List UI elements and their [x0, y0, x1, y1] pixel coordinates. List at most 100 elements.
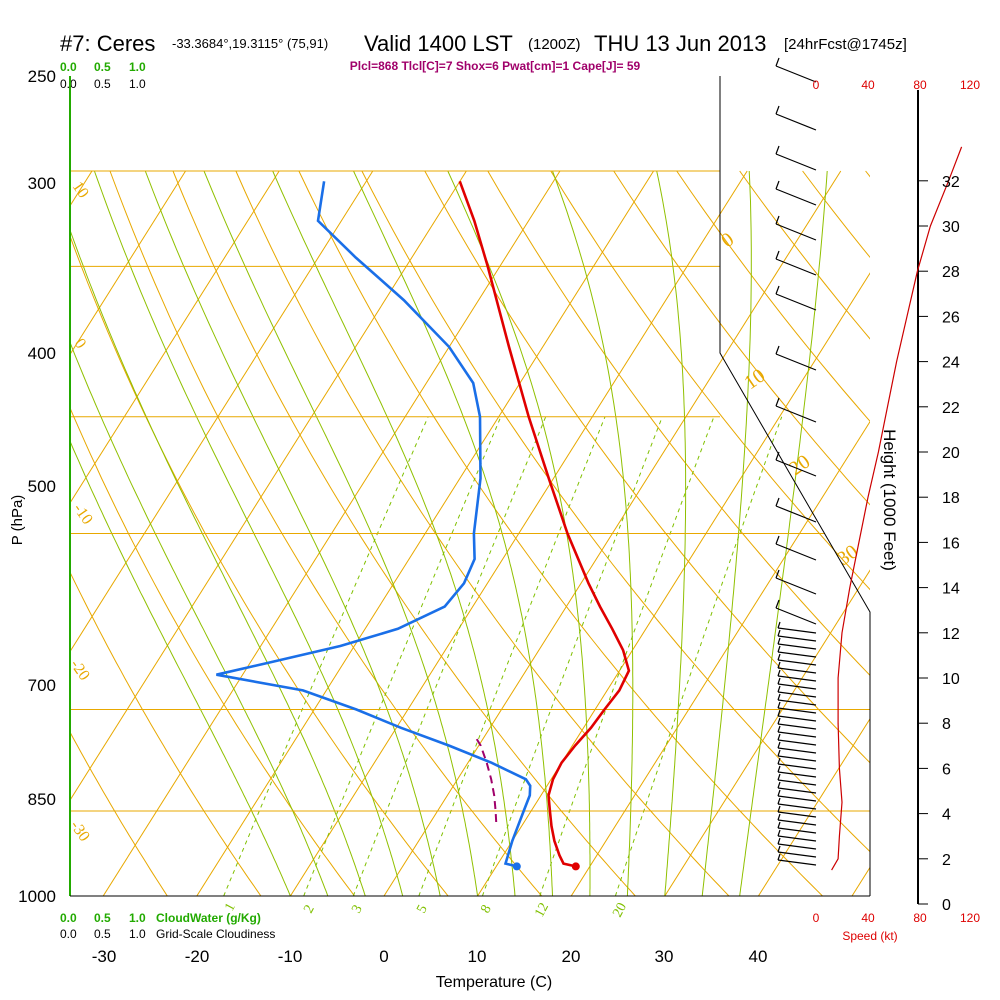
temperature-tick-m10: -10 — [278, 947, 303, 966]
height-tick-label: 26 — [942, 309, 960, 326]
cloudiness-tick-05: 0.5 — [94, 77, 111, 91]
cloudiness-bottom-tick-05: 0.5 — [94, 927, 111, 941]
mixing-ratio-line — [303, 416, 502, 896]
wind-barb-flag — [777, 677, 781, 685]
dry-adiabat-line — [676, 170, 870, 423]
height-tick-label: 6 — [942, 761, 951, 778]
height-tick-label: 24 — [942, 355, 960, 372]
wind-barb-staff — [777, 795, 817, 802]
dry-adiabat-line — [424, 170, 870, 764]
cloudiness-tick-1: 1.0 — [129, 77, 146, 91]
dry-adiabat-line — [70, 406, 355, 896]
wind-barb-flag — [777, 853, 781, 861]
isotherm-label-10: 10 — [69, 179, 92, 202]
moist-adiabat-line — [552, 170, 634, 896]
mixing-ratio-label-20: 20 — [610, 900, 630, 919]
height-tick-label: 10 — [942, 671, 960, 688]
wind-barb-flag — [777, 709, 781, 717]
wind-barb-staff — [777, 811, 817, 818]
wind-barb-flag — [775, 250, 780, 260]
valid-time: Valid 1400 LST — [364, 31, 513, 56]
moist-adiabat-line — [93, 170, 404, 896]
wind-barb-staff — [777, 699, 817, 706]
surface-dewpoint-marker — [512, 862, 521, 871]
dry-adiabat-line — [613, 170, 870, 506]
wind-barb-flag — [775, 180, 780, 190]
dry-adiabat-line — [172, 170, 636, 896]
wind-speed-tick-top-40: 40 — [861, 78, 875, 92]
cloudwater-tick-0: 0.0 — [60, 60, 77, 74]
wind-barb-staff — [777, 707, 817, 714]
wind-barb-staff — [775, 223, 817, 241]
wind-barb-flag — [775, 145, 780, 155]
wind-barb-flag — [777, 733, 781, 741]
dry-adiabat-line — [235, 170, 730, 896]
wind-barb-staff — [777, 819, 817, 826]
height-tick-label: 14 — [942, 581, 960, 598]
wind-barb-flag — [777, 821, 781, 829]
wind-barb-staff — [777, 851, 817, 858]
cloudwater-tick-05: 0.5 — [94, 60, 111, 74]
dry-adiabat-line — [487, 170, 870, 677]
temperature-tick-40: 40 — [749, 947, 768, 966]
wind-barb-staff — [777, 651, 817, 658]
mixing-ratio-label-5: 5 — [414, 903, 431, 916]
wind-barb-flag — [777, 685, 781, 693]
wind-barb-staff — [775, 577, 817, 595]
zulu-time: (1200Z) — [528, 36, 581, 53]
temperature-tick-m20: -20 — [185, 947, 210, 966]
height-axis-label: Height (1000 Feet) — [880, 429, 899, 571]
mixing-ratio-label-2: 2 — [301, 903, 318, 916]
cloudwater-tick-1: 1.0 — [129, 60, 146, 74]
height-tick-label: 22 — [942, 400, 960, 417]
wind-barb-flag — [777, 813, 781, 821]
wind-barb-staff — [775, 258, 817, 276]
moist-adiabat-line — [353, 170, 553, 896]
parcel-path-line — [473, 734, 498, 823]
wind-barb-flag — [775, 57, 780, 67]
wind-barb-staff — [775, 543, 817, 561]
wind-barb-flag — [775, 285, 780, 295]
pressure-tick-labels: 250 300 400 500 700 850 1000 — [18, 67, 56, 906]
wind-barb-flag — [777, 629, 781, 637]
height-tick-label: 8 — [942, 716, 951, 733]
wind-barb-flag — [777, 773, 781, 781]
wind-barb-flag — [777, 837, 781, 845]
wind-barb-flag — [777, 797, 781, 805]
wind-barb-staff — [777, 763, 817, 770]
dry-adiabat-line — [298, 170, 823, 896]
wind-barb-staff — [777, 675, 817, 682]
wind-barb-flag — [777, 757, 781, 765]
wind-barb-staff — [777, 731, 817, 738]
wind-barb-staff — [777, 755, 817, 762]
temperature-axis-label: Temperature (C) — [436, 974, 552, 991]
wind-speed-tick-top-0: 0 — [813, 78, 820, 92]
height-tick-label: 30 — [942, 219, 960, 236]
wind-barb-staff — [777, 859, 817, 866]
mixing-ratio-line — [614, 416, 783, 896]
wind-speed-tick-bottom-0: 0 — [813, 911, 820, 925]
dry-adiabat-line — [361, 170, 870, 853]
pressure-axis-label: P (hPa) — [9, 495, 26, 546]
wind-barb-flag — [777, 653, 781, 661]
wind-barb-flag — [777, 661, 781, 669]
wind-barb-flag — [775, 497, 780, 507]
dewpoint-line — [216, 181, 532, 868]
wind-barb-flag — [775, 105, 780, 115]
cloudwater-bottom-tick-1: 1.0 — [129, 911, 146, 925]
mixing-ratio-label-12: 12 — [532, 900, 552, 919]
wind-speed-ticks-top: 0 40 80 120 — [813, 78, 981, 92]
mixing-ratio-label-3: 3 — [349, 903, 366, 916]
isotherm-line — [757, 717, 870, 896]
mixing-ratio-line — [418, 416, 606, 896]
dry-adiabat-line — [929, 171, 1000, 896]
wind-barb-flag — [777, 781, 781, 789]
isotherm-label-right-10: 10 — [740, 365, 769, 394]
wind-speed-axis-label: Speed (kt) — [842, 929, 897, 943]
wind-barb-flag — [775, 599, 780, 609]
moist-adiabat-line — [447, 170, 591, 896]
temperature-line — [458, 180, 631, 868]
wind-barb-flag — [777, 749, 781, 757]
sounding-indices: Plcl=868 Tlcl[C]=7 Shox=6 Pwat[cm]=1 Cap… — [350, 59, 641, 73]
moist-adiabat-line — [144, 170, 441, 896]
